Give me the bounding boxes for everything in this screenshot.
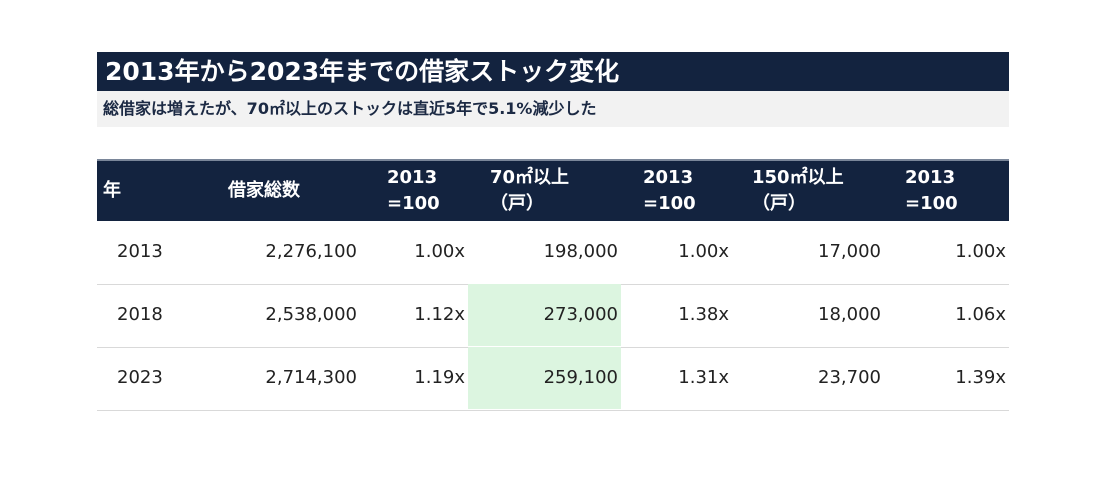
- header-text: 2013: [905, 167, 956, 188]
- table-cell: 1.39x: [955, 367, 1006, 388]
- header-text: 2013: [387, 167, 438, 188]
- header-text: 2013: [643, 167, 694, 188]
- header-cell: 年: [103, 161, 121, 221]
- header-text: =100: [387, 193, 440, 214]
- table-cell: 1.31x: [678, 367, 729, 388]
- table-cell: 259,100: [468, 347, 621, 409]
- table-cell: 1.00x: [678, 241, 729, 262]
- table-cell: 198,000: [543, 241, 618, 262]
- table-cell: 2,714,300: [265, 367, 357, 388]
- table-cell: 1.12x: [414, 304, 465, 325]
- table-row: 2013 2,276,100 1.00x 198,000 1.00x 17,000 1.00…: [97, 221, 1009, 285]
- table-row: 2018 2,538,000 1.12x 273,000 1.38x 18,000 1.06…: [97, 284, 1009, 348]
- table-cell: 2018: [117, 304, 163, 325]
- table-cell: 2023: [117, 367, 163, 388]
- header-text: 年: [103, 180, 121, 201]
- title: 2013年から2023年までの借家ストック変化: [97, 52, 1009, 91]
- header-text: （戸）: [490, 193, 544, 214]
- table-cell: 18,000: [818, 304, 881, 325]
- table-cell: 2,276,100: [265, 241, 357, 262]
- header-cell: 150㎡以上 （戸）: [752, 161, 844, 221]
- table-cell: 1.00x: [414, 241, 465, 262]
- header-cell: 70㎡以上 （戸）: [490, 161, 569, 221]
- header-text: （戸）: [752, 193, 806, 214]
- header-text: 借家総数: [228, 180, 300, 201]
- table-cell: 17,000: [818, 241, 881, 262]
- table-header: 年 借家総数 2013 =100 70㎡以上 （戸） 2013 =100 150㎡以上 （戸） 20…: [97, 159, 1009, 221]
- header-text: =100: [905, 193, 958, 214]
- subtitle: 総借家は増えたが、70㎡以上のストックは直近5年で5.1%減少した: [97, 91, 1009, 127]
- table-cell: 1.06x: [955, 304, 1006, 325]
- header-cell: 2013 =100: [905, 161, 958, 221]
- header-text: =100: [643, 193, 696, 214]
- header-cell: 借家総数: [228, 161, 300, 221]
- header-text: 70㎡以上: [490, 167, 570, 188]
- table-cell: 1.38x: [678, 304, 729, 325]
- table-cell: 273,000: [468, 284, 621, 346]
- table-row: 2023 2,714,300 1.19x 259,100 1.31x 23,700 1.39…: [97, 347, 1009, 411]
- table-cell: 23,700: [818, 367, 881, 388]
- table-cell: 1.19x: [414, 367, 465, 388]
- header-cell: 2013 =100: [643, 161, 696, 221]
- table-cell: 1.00x: [955, 241, 1006, 262]
- header-cell: 2013 =100: [387, 161, 440, 221]
- table-cell: 2,538,000: [265, 304, 357, 325]
- table-cell: 2013: [117, 241, 163, 262]
- header-text: 150㎡以上: [752, 167, 844, 188]
